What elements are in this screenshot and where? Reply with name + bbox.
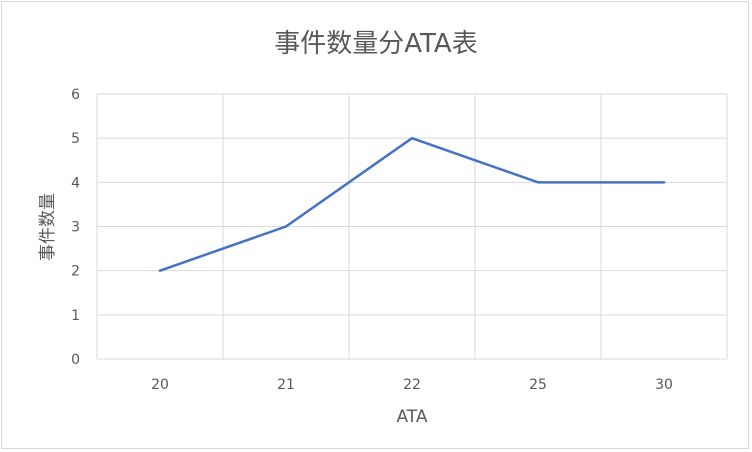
x-tick-label: 22: [403, 377, 421, 393]
y-tick-label: 5: [71, 131, 80, 147]
chart-title: 事件数量分ATA表: [274, 29, 477, 59]
x-tick-label: 20: [151, 377, 169, 393]
x-tick-label: 21: [277, 377, 295, 393]
series-group: [158, 136, 666, 272]
x-axis-label: ATA: [396, 407, 427, 427]
y-tick-label: 6: [71, 87, 80, 103]
y-tick-label: 3: [71, 220, 80, 236]
y-tick-label: 4: [71, 175, 80, 191]
grid-lines: [96, 93, 728, 360]
y-tick-label: 2: [71, 264, 80, 280]
y-tick-label: 0: [71, 352, 80, 368]
x-tick-label: 30: [655, 377, 673, 393]
x-tick-label: 25: [529, 377, 547, 393]
y-tick-label: 1: [71, 308, 80, 324]
y-axis-label: 事件数量: [38, 193, 58, 261]
y-axis-ticks: 0 1 2 3 4 5 6: [71, 87, 80, 368]
series-line: [158, 136, 666, 272]
x-axis-ticks: 20 21 22 25 30: [151, 377, 673, 393]
